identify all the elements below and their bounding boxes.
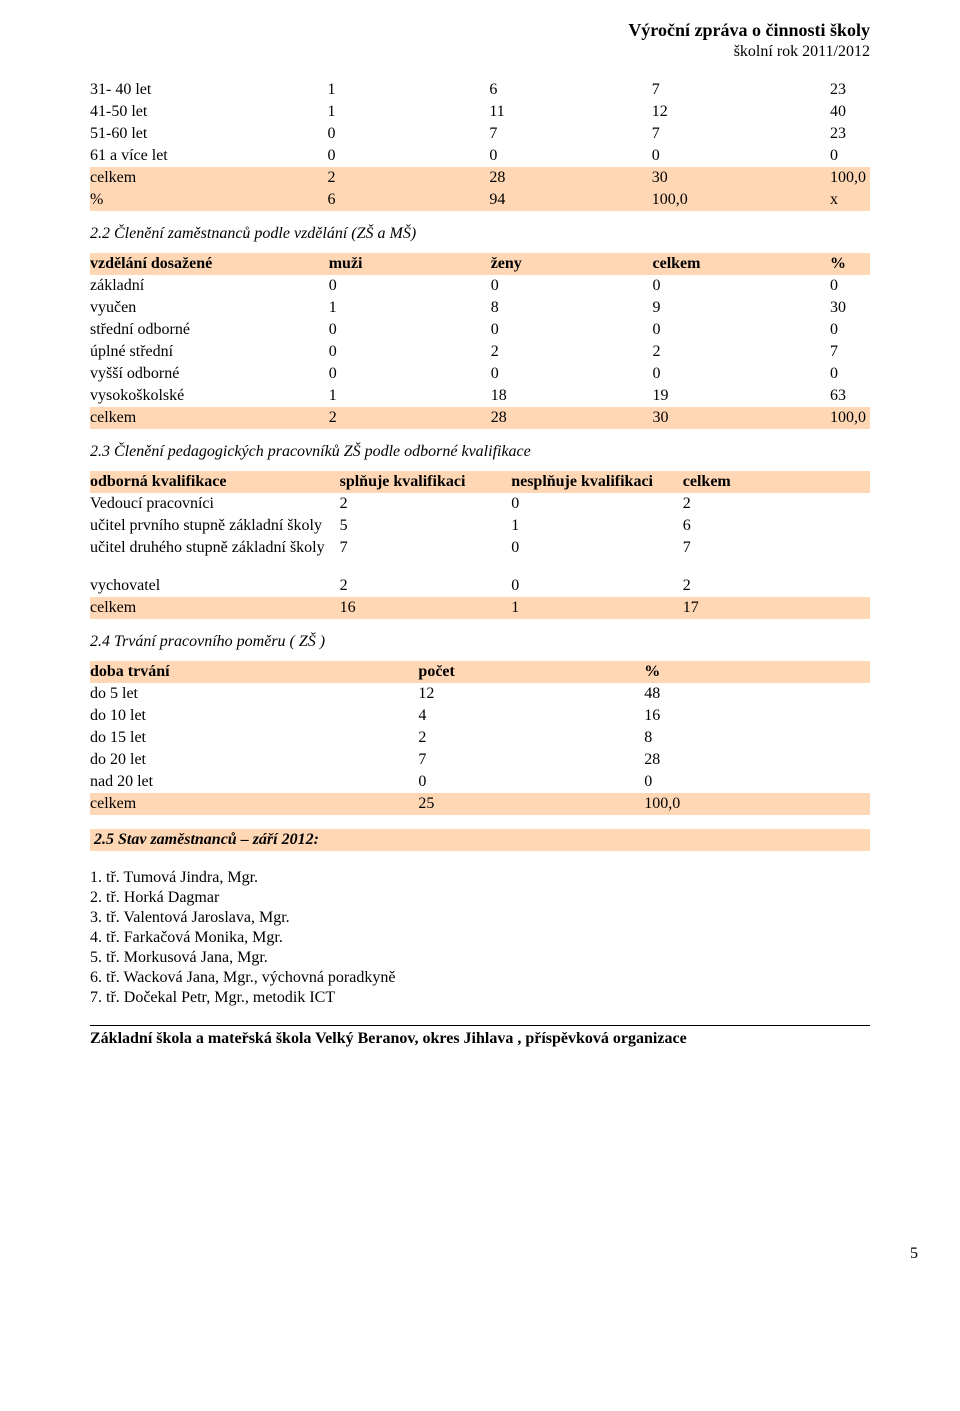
table-row-total: celkem22830100,0 xyxy=(90,167,870,189)
page: Výroční zpráva o činnosti školy školní r… xyxy=(0,0,960,1068)
doc-subtitle: školní rok 2011/2012 xyxy=(90,43,870,61)
table-row: střední odborné0000 xyxy=(90,319,870,341)
table-row: 41-50 let1111240 xyxy=(90,101,870,123)
table-row: vyučen18930 xyxy=(90,297,870,319)
section-2-2-title: 2.2 Členění zaměstnanců podle vzdělání (… xyxy=(90,225,870,243)
table-row: do 5 let1248 xyxy=(90,683,870,705)
table-qualification: odborná kvalifikacesplňuje kvalifikacine… xyxy=(90,471,870,619)
table-row: základní0000 xyxy=(90,275,870,297)
staff-list: 1. tř. Tumová Jindra, Mgr. 2. tř. Horká … xyxy=(90,869,870,1007)
table-header: vzdělání dosaženémužiženycelkem% xyxy=(90,253,870,275)
table-header: odborná kvalifikacesplňuje kvalifikacine… xyxy=(90,471,870,493)
table-row: učitel prvního stupně základní školy516 xyxy=(90,515,870,537)
table-row-total: celkem16117 xyxy=(90,597,870,619)
table-header: doba trvánípočet% xyxy=(90,661,870,683)
list-item: 4. tř. Farkačová Monika, Mgr. xyxy=(90,929,870,947)
table-row: do 10 let416 xyxy=(90,705,870,727)
table-row: vysokoškolské1181963 xyxy=(90,385,870,407)
table-row: učitel druhého stupně základní školy707 xyxy=(90,537,870,559)
table-education: vzdělání dosaženémužiženycelkem% základn… xyxy=(90,253,870,429)
list-item: 7. tř. Dočekal Petr, Mgr., metodik ICT xyxy=(90,989,870,1007)
footer: Základní škola a mateřská škola Velký Be… xyxy=(90,1025,870,1048)
doc-title: Výroční zpráva o činnosti školy xyxy=(90,20,870,41)
table-row: nad 20 let00 xyxy=(90,771,870,793)
list-item: 6. tř. Wacková Jana, Mgr., výchovná pora… xyxy=(90,969,870,987)
table-age: 31- 40 let16723 41-50 let1111240 51-60 l… xyxy=(90,79,870,211)
section-2-5-title: 2.5 Stav zaměstnanců – září 2012: xyxy=(90,829,870,851)
list-item: 2. tř. Horká Dagmar xyxy=(90,889,870,907)
list-item: 1. tř. Tumová Jindra, Mgr. xyxy=(90,869,870,887)
table-row: vychovatel202 xyxy=(90,575,870,597)
page-number: 5 xyxy=(910,1245,918,1263)
table-row: 31- 40 let16723 xyxy=(90,79,870,101)
table-row-total: celkem25100,0 xyxy=(90,793,870,815)
section-2-3-title: 2.3 Členění pedagogických pracovníků ZŠ … xyxy=(90,443,870,461)
section-2-4-title: 2.4 Trvání pracovního poměru ( ZŠ ) xyxy=(90,633,870,651)
table-row: úplné střední0227 xyxy=(90,341,870,363)
table-spacer xyxy=(90,559,870,575)
table-row: Vedoucí pracovníci202 xyxy=(90,493,870,515)
list-item: 5. tř. Morkusová Jana, Mgr. xyxy=(90,949,870,967)
table-row: vyšší odborné0000 xyxy=(90,363,870,385)
table-row-percent: %694100,0x xyxy=(90,189,870,211)
table-row: 51-60 let07723 xyxy=(90,123,870,145)
table-row: do 20 let728 xyxy=(90,749,870,771)
table-row: 61 a více let0000 xyxy=(90,145,870,167)
table-row: do 15 let28 xyxy=(90,727,870,749)
list-item: 3. tř. Valentová Jaroslava, Mgr. xyxy=(90,909,870,927)
table-duration: doba trvánípočet% do 5 let1248 do 10 let… xyxy=(90,661,870,815)
table-row-total: celkem22830100,0 xyxy=(90,407,870,429)
